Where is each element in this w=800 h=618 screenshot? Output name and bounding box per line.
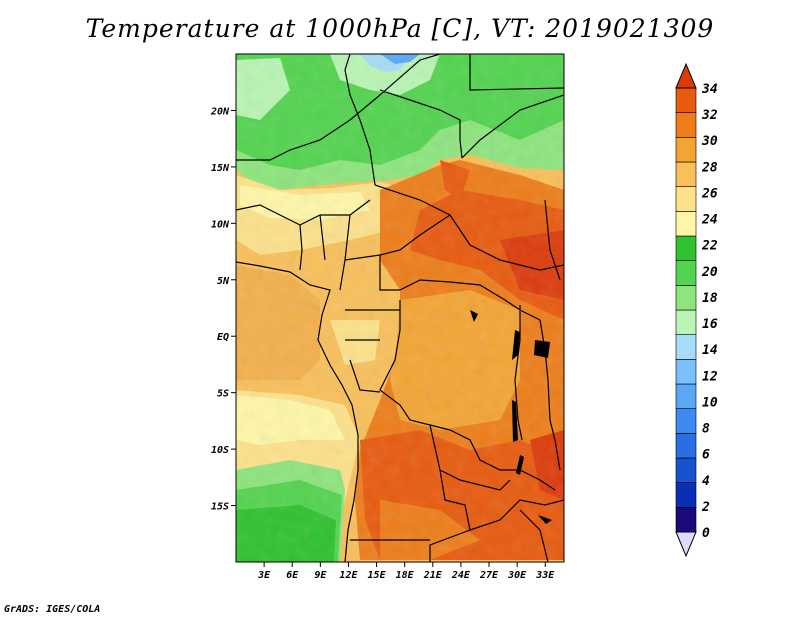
- lon-tick-label: 33E: [535, 570, 555, 581]
- colorbar-box: [675, 383, 697, 409]
- colorbar-box: [675, 87, 697, 113]
- colorbar-box: [675, 457, 697, 483]
- lat-tick-label: EQ: [217, 332, 229, 343]
- latitude-axis: 20N 15N 10N 5N EQ 5S 10S 15S: [210, 106, 236, 513]
- lon-tick-label: 27E: [479, 570, 499, 581]
- lon-tick-label: 24E: [451, 570, 471, 581]
- lat-tick-label: 10S: [211, 445, 229, 456]
- lon-tick-label: 9E: [314, 570, 327, 581]
- colorbar-level-label: 8: [702, 422, 710, 437]
- colorbar-box: [675, 482, 697, 508]
- lat-tick-label: 20N: [210, 106, 230, 117]
- colorbar-min-triangle: [675, 531, 697, 558]
- colorbar-box: [675, 359, 697, 385]
- lat-tick-label: 10N: [211, 219, 230, 230]
- colorbar-box: [675, 260, 697, 286]
- lat-tick-label: 15N: [211, 163, 230, 174]
- colorbar-level-label: 2: [701, 500, 710, 515]
- colorbar-box: [675, 137, 697, 163]
- colorbar-level-label: 26: [701, 186, 718, 201]
- colorbar-level-label: 4: [702, 474, 710, 489]
- colorbar-box: [675, 408, 697, 434]
- lat-tick-label: 5N: [217, 276, 230, 287]
- colorbar-box: [675, 285, 697, 311]
- colorbar-box: [675, 161, 697, 187]
- lon-tick-label: 21E: [423, 570, 443, 581]
- chart-title: Temperature at 1000hPa [C], VT: 20190213…: [85, 14, 715, 43]
- colorbar-level-label: 12: [702, 369, 718, 384]
- colorbar-level-label: 22: [701, 239, 718, 254]
- colorbar-level-label: 0: [702, 526, 710, 541]
- colorbar-box: [675, 334, 697, 360]
- colorbar-level-label: 20: [701, 265, 718, 280]
- credit-label: GrADS: IGES/COLA: [4, 604, 101, 615]
- country-borders: [236, 54, 564, 562]
- lon-tick-label: 6E: [286, 570, 299, 581]
- colorbar-box: [675, 211, 697, 237]
- colorbar-level-label: 18: [702, 291, 718, 306]
- coastline: [236, 261, 359, 562]
- colorbar-box: [675, 186, 697, 212]
- colorbar-box: [675, 112, 697, 138]
- colorbar-level-label: 32: [701, 108, 718, 123]
- temperature-field: [236, 54, 564, 562]
- map-frame: [235, 53, 565, 563]
- colorbar-max-triangle: [675, 62, 697, 89]
- lat-tick-label: 5S: [217, 389, 229, 400]
- colorbar-level-label: 30: [701, 134, 718, 149]
- colorbar-level-label: 14: [702, 343, 718, 358]
- colorbar-level-label: 34: [701, 82, 718, 97]
- colorbar-level-label: 6: [702, 448, 710, 463]
- colorbar-box: [675, 507, 697, 533]
- lon-tick-label: 30E: [507, 570, 527, 581]
- colorbar-level-label: 16: [702, 317, 718, 332]
- colorbar-level-label: 10: [702, 395, 718, 410]
- lon-tick-label: 15E: [368, 570, 387, 581]
- lat-tick-label: 15S: [211, 502, 229, 513]
- colorbar-box: [675, 235, 697, 261]
- lon-tick-label: 18E: [396, 570, 415, 581]
- colorbar-level-label: 28: [701, 160, 718, 175]
- colorbar-level-label: 24: [701, 213, 718, 228]
- colorbar-box: [675, 433, 697, 459]
- longitude-axis: 3E 6E 9E 12E 15E 18E 21E 24E 27E 30E 33E: [257, 562, 555, 581]
- lon-tick-label: 12E: [339, 570, 358, 581]
- colorbar-box: [675, 309, 697, 335]
- lon-tick-label: 3E: [257, 570, 271, 581]
